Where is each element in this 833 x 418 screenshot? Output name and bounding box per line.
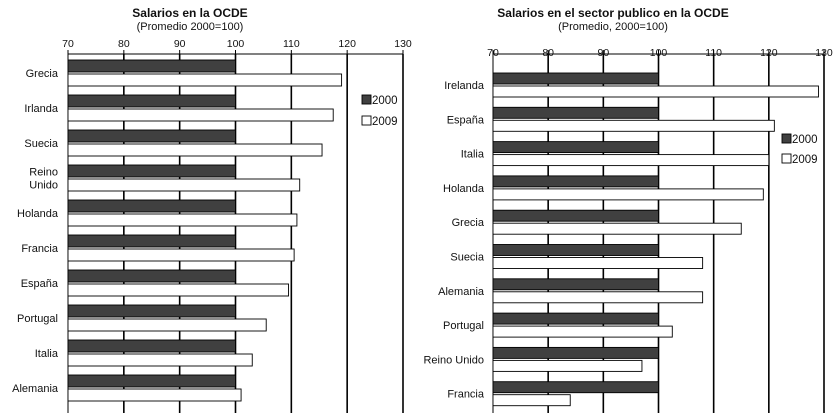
legend-swatch bbox=[781, 133, 792, 144]
category-label: Portugal bbox=[443, 320, 484, 332]
category-label: Holanda bbox=[443, 183, 485, 195]
bar-2009 bbox=[492, 325, 673, 338]
legend-label: 2000 bbox=[792, 134, 818, 146]
legend-label: 2009 bbox=[792, 154, 818, 166]
bar-2000 bbox=[492, 106, 659, 119]
bar-2009 bbox=[67, 388, 242, 402]
category-label: Italia bbox=[461, 149, 485, 161]
category-label: España bbox=[447, 114, 485, 126]
bar-2000 bbox=[67, 94, 236, 108]
legend-label: 2009 bbox=[372, 116, 398, 128]
category-label: Irlanda bbox=[24, 103, 59, 115]
chart-2: Salarios en el sector publico en la OCDE… bbox=[423, 6, 833, 418]
category-label: Irelanda bbox=[444, 80, 485, 92]
legend-label: 2000 bbox=[372, 95, 398, 107]
bar-2009 bbox=[67, 178, 301, 192]
bar-2009 bbox=[67, 73, 343, 87]
category-label: Alemania bbox=[12, 383, 59, 395]
bar-2000 bbox=[492, 175, 659, 188]
category-label: Portugal bbox=[17, 313, 58, 325]
bar-2000 bbox=[67, 339, 236, 353]
bar-2000 bbox=[67, 164, 236, 178]
x-tick-label: 130 bbox=[394, 38, 412, 50]
category-label: Francia bbox=[447, 389, 485, 401]
bar-2000 bbox=[492, 278, 659, 291]
bar-2009 bbox=[492, 154, 770, 167]
chart-subtitle: (Promedio, 2000=100) bbox=[558, 21, 668, 33]
bar-2009 bbox=[67, 143, 323, 157]
chart-subtitle: (Promedio 2000=100) bbox=[137, 21, 244, 33]
category-label: Suecia bbox=[450, 252, 485, 264]
chart-1: Salarios en la OCDE(Promedio 2000=100) 70… bbox=[12, 6, 412, 415]
x-tick-label: 100 bbox=[227, 38, 245, 50]
x-tick-label: 80 bbox=[118, 38, 130, 50]
bar-2000 bbox=[67, 199, 236, 213]
bar-2009 bbox=[67, 108, 334, 122]
x-tick-label: 70 bbox=[62, 38, 74, 50]
bar-2009 bbox=[67, 213, 298, 227]
x-tick-label: 90 bbox=[174, 38, 186, 50]
bar-2000 bbox=[67, 129, 236, 143]
bar-2000 bbox=[67, 59, 236, 73]
bar-2009 bbox=[492, 119, 775, 132]
bar-2000 bbox=[67, 234, 236, 248]
category-label: Alemania bbox=[438, 286, 485, 298]
bar-2000 bbox=[492, 244, 659, 256]
x-tick-label: 120 bbox=[338, 38, 356, 50]
legend-swatch bbox=[361, 94, 372, 105]
category-label: Reino bbox=[29, 167, 58, 179]
bar-2000 bbox=[492, 346, 659, 359]
chart-title: Salarios en la OCDE bbox=[132, 6, 247, 20]
bar-2000 bbox=[492, 141, 659, 154]
bar-2009 bbox=[492, 188, 764, 201]
bar-2009 bbox=[67, 283, 289, 297]
bar-2009 bbox=[67, 318, 267, 332]
category-label: Italia bbox=[35, 348, 59, 360]
legend-swatch bbox=[361, 115, 372, 126]
bar-2009 bbox=[492, 85, 819, 98]
category-label: Grecia bbox=[452, 217, 485, 229]
bar-2000 bbox=[67, 374, 236, 388]
bar-2009 bbox=[492, 359, 643, 372]
bar-2000 bbox=[67, 304, 236, 318]
bar-2000 bbox=[492, 72, 659, 85]
category-label: Grecia bbox=[26, 68, 59, 80]
bar-2000 bbox=[492, 312, 659, 325]
bar-2009 bbox=[67, 248, 295, 262]
bar-2009 bbox=[492, 394, 571, 407]
category-label: Reino Unido bbox=[423, 354, 484, 366]
bar-2009 bbox=[492, 222, 742, 235]
category-label: Suecia bbox=[24, 138, 59, 150]
category-label: Unido bbox=[29, 180, 58, 192]
bar-2009 bbox=[492, 291, 704, 304]
category-label: Francia bbox=[21, 243, 59, 255]
bar-2009 bbox=[492, 257, 704, 269]
legend-swatch bbox=[781, 153, 792, 164]
chart-title: Salarios en el sector publico en la OCDE bbox=[497, 6, 728, 20]
category-label: Holanda bbox=[17, 208, 59, 220]
bar-2009 bbox=[67, 353, 253, 367]
bar-2000 bbox=[492, 381, 659, 394]
category-label: España bbox=[21, 278, 59, 290]
bar-2000 bbox=[67, 269, 236, 283]
bar-2000 bbox=[492, 209, 659, 222]
x-tick-label: 110 bbox=[283, 38, 300, 50]
